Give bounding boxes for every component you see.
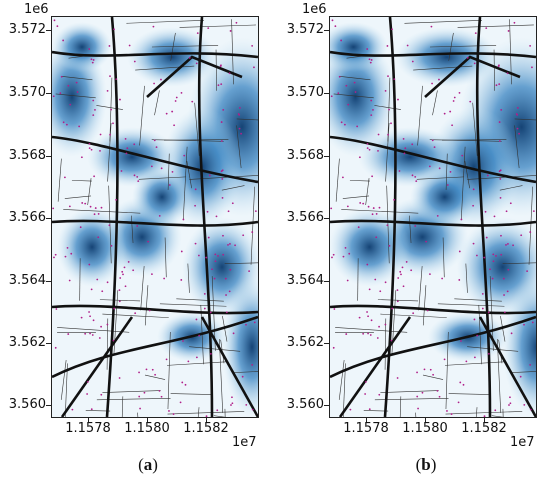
y-tick-label: 3.568 (8, 148, 46, 163)
y-tick-label: 3.570 (286, 85, 324, 100)
y-tick (324, 156, 329, 157)
y-tick (46, 218, 51, 219)
y-tick-label: 3.564 (8, 273, 46, 288)
map-panel-a: 1e6 3.572 3.570 3.568 3.566 3.564 3.562 … (0, 0, 260, 483)
heatmap-layer (330, 22, 536, 417)
y-tick (324, 30, 329, 31)
y-tick (324, 93, 329, 94)
y-tick-label: 3.572 (286, 22, 324, 37)
y-tick-label: 3.560 (8, 397, 46, 412)
x-axis-exponent: 1e7 (510, 435, 535, 450)
y-axis-exponent: 1e6 (24, 2, 49, 17)
road-network (330, 17, 536, 417)
road-density-map (52, 17, 258, 417)
y-tick (46, 93, 51, 94)
density-map-a (51, 16, 259, 418)
x-tick (484, 417, 485, 422)
x-tick (425, 417, 426, 422)
point-markers (330, 19, 535, 417)
y-tick-label: 3.566 (8, 210, 46, 225)
y-tick-label: 3.572 (8, 22, 46, 37)
x-tick (88, 417, 89, 422)
density-map-b (329, 16, 537, 418)
y-tick (46, 156, 51, 157)
y-tick (324, 218, 329, 219)
road-network (52, 17, 258, 417)
x-tick-label: 1.1582 (461, 421, 507, 436)
y-tick-label: 3.564 (286, 273, 324, 288)
x-tick (366, 417, 367, 422)
x-tick-label: 1.1578 (343, 421, 389, 436)
road-density-map (330, 17, 536, 417)
y-tick (46, 281, 51, 282)
panel-caption: (a) (138, 455, 158, 474)
y-tick (324, 405, 329, 406)
map-panel-b: 1e6 3.572 3.570 3.568 3.566 3.564 3.562 … (278, 0, 538, 483)
x-tick-label: 1.1580 (124, 421, 170, 436)
x-tick (206, 417, 207, 422)
y-tick-label: 3.566 (286, 210, 324, 225)
y-tick (324, 343, 329, 344)
y-axis-exponent: 1e6 (302, 2, 327, 17)
y-tick-label: 3.560 (286, 397, 324, 412)
y-tick (324, 281, 329, 282)
y-tick-label: 3.568 (286, 148, 324, 163)
y-tick-label: 3.570 (8, 85, 46, 100)
y-tick (46, 343, 51, 344)
x-tick-label: 1.1578 (65, 421, 111, 436)
x-tick-label: 1.1582 (183, 421, 229, 436)
x-axis-exponent: 1e7 (232, 435, 257, 450)
heatmap-layer (52, 22, 258, 417)
x-tick (147, 417, 148, 422)
y-tick (46, 30, 51, 31)
panel-caption: (b) (415, 455, 437, 474)
point-markers (52, 19, 257, 417)
y-tick-label: 3.562 (8, 335, 46, 350)
y-tick-label: 3.562 (286, 335, 324, 350)
y-tick (46, 405, 51, 406)
x-tick-label: 1.1580 (402, 421, 448, 436)
